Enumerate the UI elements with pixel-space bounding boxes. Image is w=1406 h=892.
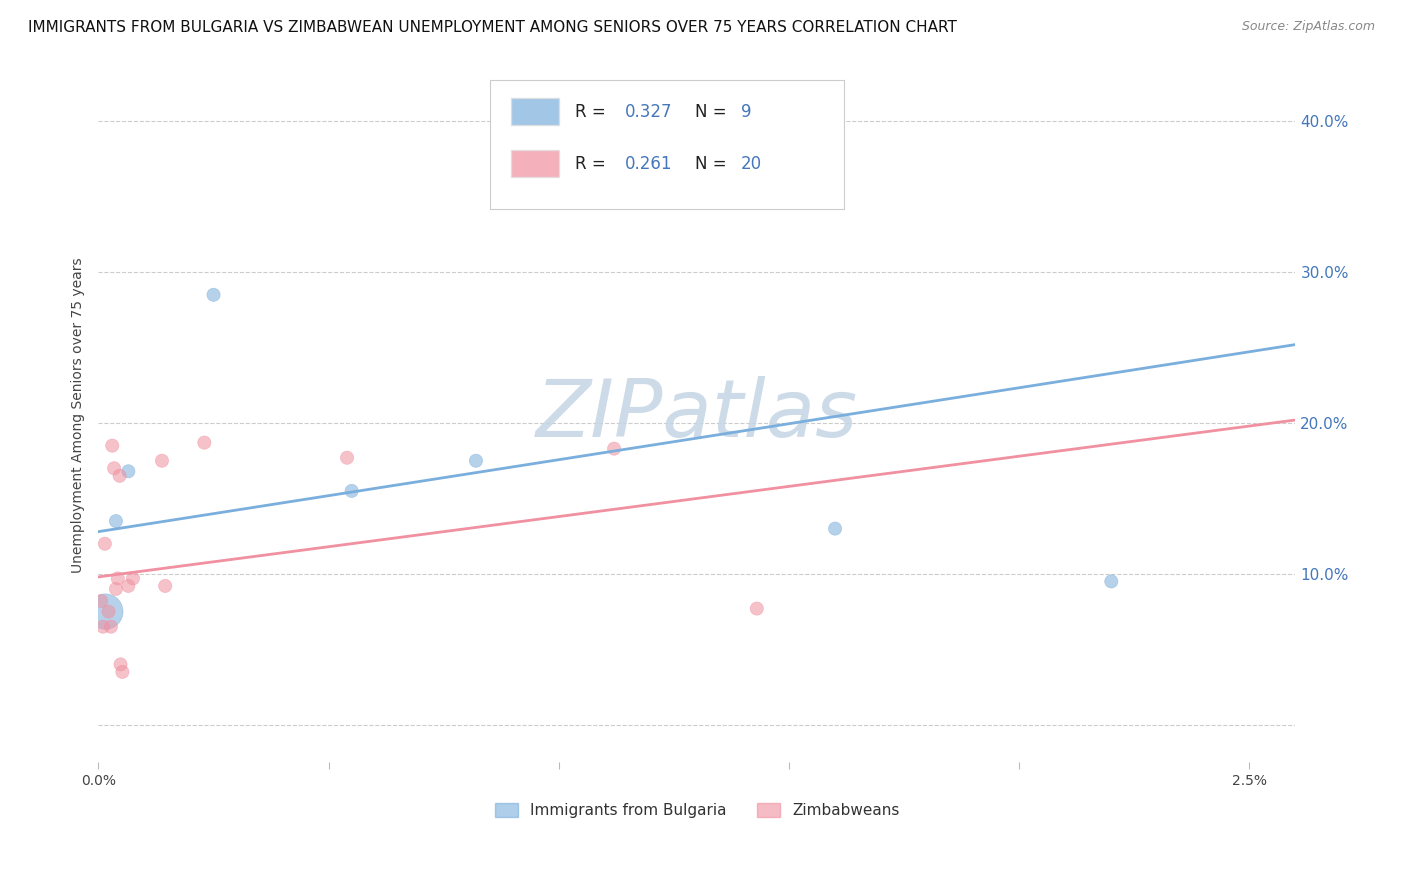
Text: ZIPatlas: ZIPatlas	[536, 376, 858, 455]
Text: 9: 9	[741, 103, 752, 120]
Point	[336, 450, 359, 465]
Text: N =: N =	[695, 154, 731, 172]
Point	[117, 579, 139, 593]
Point	[94, 537, 117, 551]
FancyBboxPatch shape	[512, 97, 560, 126]
Point	[150, 454, 173, 468]
Text: 0.261: 0.261	[626, 154, 672, 172]
Point	[824, 522, 846, 536]
Point	[108, 468, 131, 483]
Point	[103, 461, 125, 475]
Point	[745, 601, 768, 615]
Point	[193, 435, 215, 450]
Point	[122, 571, 145, 585]
Point	[94, 605, 117, 619]
Point	[90, 594, 112, 608]
Text: Source: ZipAtlas.com: Source: ZipAtlas.com	[1241, 20, 1375, 33]
Y-axis label: Unemployment Among Seniors over 75 years: Unemployment Among Seniors over 75 years	[72, 258, 86, 574]
Point	[100, 620, 122, 634]
Text: N =: N =	[695, 103, 731, 120]
Point	[686, 152, 709, 166]
Point	[101, 439, 124, 453]
Text: 0.327: 0.327	[626, 103, 672, 120]
Point	[91, 620, 114, 634]
FancyBboxPatch shape	[489, 80, 844, 210]
Legend: Immigrants from Bulgaria, Zimbabweans: Immigrants from Bulgaria, Zimbabweans	[488, 797, 905, 824]
Point	[202, 287, 225, 301]
Point	[340, 483, 363, 498]
Text: R =: R =	[575, 103, 610, 120]
Point	[104, 514, 127, 528]
Point	[97, 605, 120, 619]
Point	[104, 582, 127, 596]
FancyBboxPatch shape	[512, 150, 560, 178]
Point	[603, 442, 626, 456]
Point	[110, 657, 132, 672]
Text: IMMIGRANTS FROM BULGARIA VS ZIMBABWEAN UNEMPLOYMENT AMONG SENIORS OVER 75 YEARS : IMMIGRANTS FROM BULGARIA VS ZIMBABWEAN U…	[28, 20, 957, 35]
Point	[117, 464, 139, 478]
Text: R =: R =	[575, 154, 610, 172]
Point	[1099, 574, 1122, 589]
Point	[111, 665, 134, 679]
Point	[107, 571, 129, 585]
Text: 20: 20	[741, 154, 762, 172]
Point	[153, 579, 176, 593]
Point	[465, 454, 488, 468]
